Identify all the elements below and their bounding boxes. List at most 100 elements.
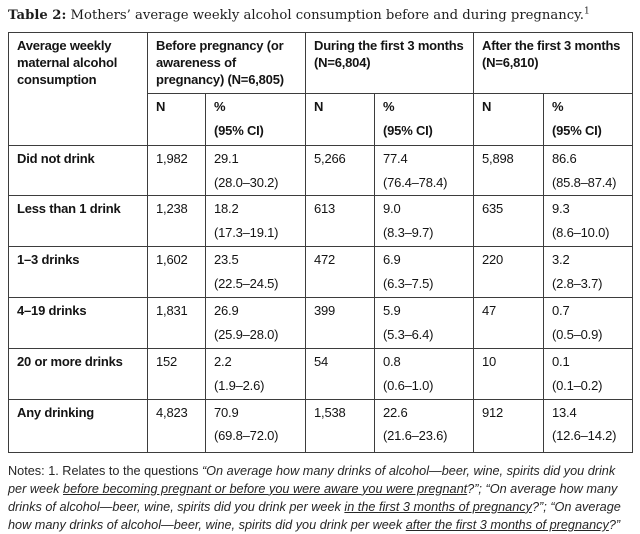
cell-n: 1,982 (147, 144, 206, 197)
note-question-3-underlined: after the first 3 months of pregnancy (405, 518, 609, 533)
group-header-row: Average weekly maternal alcohol consumpt… (8, 32, 633, 146)
ci-value: (8.6–10.0) (552, 225, 610, 241)
cell-pct-ci: 3.2 (2.8–3.7) (543, 246, 633, 299)
ci-value: (0.5–0.9) (552, 326, 603, 342)
cell-n: 613 (305, 195, 375, 248)
ci-value: (25.9–28.0) (214, 326, 279, 342)
cell-n: 152 (147, 347, 206, 400)
subheader-pct-ci: % (95% CI) (205, 92, 306, 146)
pct-value: 9.3 (552, 201, 570, 217)
pct-value: 9.0 (383, 201, 401, 217)
note-question-1-end: ?”; (467, 481, 486, 496)
cell-n: 399 (305, 297, 375, 349)
group-header-during-first-3-months: During the first 3 months (N=6,804) (305, 32, 474, 94)
ci-value: (21.6–23.6) (383, 428, 448, 444)
table-row-20-or-more-drinks: 20 or more drinks 152 2.2 (1.9–2.6) 54 0… (8, 347, 633, 400)
cell-n: 5,266 (305, 144, 375, 197)
table-row-did-not-drink: Did not drink 1,982 29.1 (28.0–30.2) 5,2… (8, 144, 633, 197)
pct-value: 23.5 (214, 252, 239, 268)
cell-n: 10 (473, 347, 544, 400)
table-caption-label: Table 2: (8, 8, 67, 23)
row-label: Less than 1 drink (8, 195, 148, 248)
cell-n: 635 (473, 195, 544, 248)
notes-prefix: Notes: 1. Relates to the questions (8, 463, 202, 478)
ci-value: (8.3–9.7) (383, 225, 434, 241)
cell-pct-ci: 9.0 (8.3–9.7) (374, 195, 474, 248)
row-label: 20 or more drinks (8, 347, 148, 400)
pct-value: 26.9 (214, 303, 239, 319)
footnote-marker: 1 (584, 6, 590, 17)
row-label: 4–19 drinks (8, 297, 148, 349)
cell-n: 912 (473, 398, 544, 453)
cell-pct-ci: 0.8 (0.6–1.0) (374, 347, 474, 400)
pct-value: 86.6 (552, 150, 577, 166)
note-question-2-underlined: in the first 3 months of pregnancy (344, 499, 532, 514)
ci-value: (17.3–19.1) (214, 225, 279, 241)
subheader-ci-label: (95% CI) (383, 122, 433, 138)
table-caption-text: Mothers’ average weekly alcohol consumpt… (66, 8, 584, 23)
cell-n: 54 (305, 347, 375, 400)
corner-header-cell: Average weekly maternal alcohol consumpt… (8, 32, 148, 146)
pct-value: 2.2 (214, 353, 232, 369)
note-question-1-lead: “On average how many drinks of alcohol—b… (8, 463, 616, 496)
subheader-n: N (147, 92, 206, 146)
pct-value: 29.1 (214, 150, 239, 166)
cell-pct-ci: 22.6 (21.6–23.6) (374, 398, 474, 453)
pct-value: 0.1 (552, 353, 570, 369)
cell-n: 47 (473, 297, 544, 349)
ci-value: (2.8–3.7) (552, 276, 603, 292)
row-label: 1–3 drinks (8, 246, 148, 299)
ci-value: (22.5–24.5) (214, 276, 279, 292)
subheader-pct-label: % (552, 98, 564, 114)
pct-value: 0.7 (552, 303, 570, 319)
cell-pct-ci: 5.9 (5.3–6.4) (374, 297, 474, 349)
ci-value: (12.6–14.2) (552, 428, 617, 444)
pct-value: 5.9 (383, 303, 401, 319)
cell-n: 5,898 (473, 144, 544, 197)
note-question-1-underlined: before becoming pregnant or before you w… (63, 481, 468, 496)
pct-value: 6.9 (383, 252, 401, 268)
subheader-n: N (305, 92, 375, 146)
group-header-before-pregnancy: Before pregnancy (or awareness of pregna… (147, 32, 306, 94)
cell-pct-ci: 2.2 (1.9–2.6) (205, 347, 306, 400)
cell-n: 1,238 (147, 195, 206, 248)
pct-value: 18.2 (214, 201, 239, 217)
subheader-row: N % (95% CI) N % (95% CI) N % (95% CI) (9, 92, 633, 146)
subheader-n: N (473, 92, 544, 146)
cell-pct-ci: 9.3 (8.6–10.0) (543, 195, 633, 248)
table-notes: Notes: 1. Relates to the questions “On a… (8, 462, 632, 534)
subheader-ci-label: (95% CI) (552, 122, 602, 138)
ci-value: (69.8–72.0) (214, 428, 279, 444)
ci-value: (28.0–30.2) (214, 174, 279, 190)
pct-value: 70.9 (214, 404, 239, 420)
cell-n: 4,823 (147, 398, 206, 453)
cell-n: 1,831 (147, 297, 206, 349)
alcohol-consumption-table: Average weekly maternal alcohol consumpt… (8, 32, 633, 453)
table-caption: Table 2: Mothers’ average weekly alcohol… (8, 6, 632, 23)
cell-pct-ci: 13.4 (12.6–14.2) (543, 398, 633, 453)
cell-pct-ci: 77.4 (76.4–78.4) (374, 144, 474, 197)
pct-value: 3.2 (552, 252, 570, 268)
ci-value: (0.6–1.0) (383, 377, 434, 393)
row-label: Did not drink (8, 144, 148, 197)
subheader-pct-ci: % (95% CI) (374, 92, 474, 146)
ci-value: (5.3–6.4) (383, 326, 434, 342)
cell-n: 1,602 (147, 246, 206, 299)
table-row-4-19-drinks: 4–19 drinks 1,831 26.9 (25.9–28.0) 399 5… (8, 297, 633, 349)
note-question-2-end: ?”; (531, 499, 551, 514)
cell-pct-ci: 86.6 (85.8–87.4) (543, 144, 633, 197)
cell-n: 472 (305, 246, 375, 299)
pct-value: 22.6 (383, 404, 408, 420)
cell-pct-ci: 23.5 (22.5–24.5) (205, 246, 306, 299)
ci-value: (85.8–87.4) (552, 174, 617, 190)
cell-pct-ci: 70.9 (69.8–72.0) (205, 398, 306, 453)
cell-n: 1,538 (305, 398, 375, 453)
subheader-pct-label: % (383, 98, 395, 114)
subheader-pct-label: % (214, 98, 226, 114)
ci-value: (76.4–78.4) (383, 174, 448, 190)
ci-value: (0.1–0.2) (552, 377, 603, 393)
cell-pct-ci: 29.1 (28.0–30.2) (205, 144, 306, 197)
ci-value: (6.3–7.5) (383, 276, 434, 292)
cell-pct-ci: 6.9 (6.3–7.5) (374, 246, 474, 299)
